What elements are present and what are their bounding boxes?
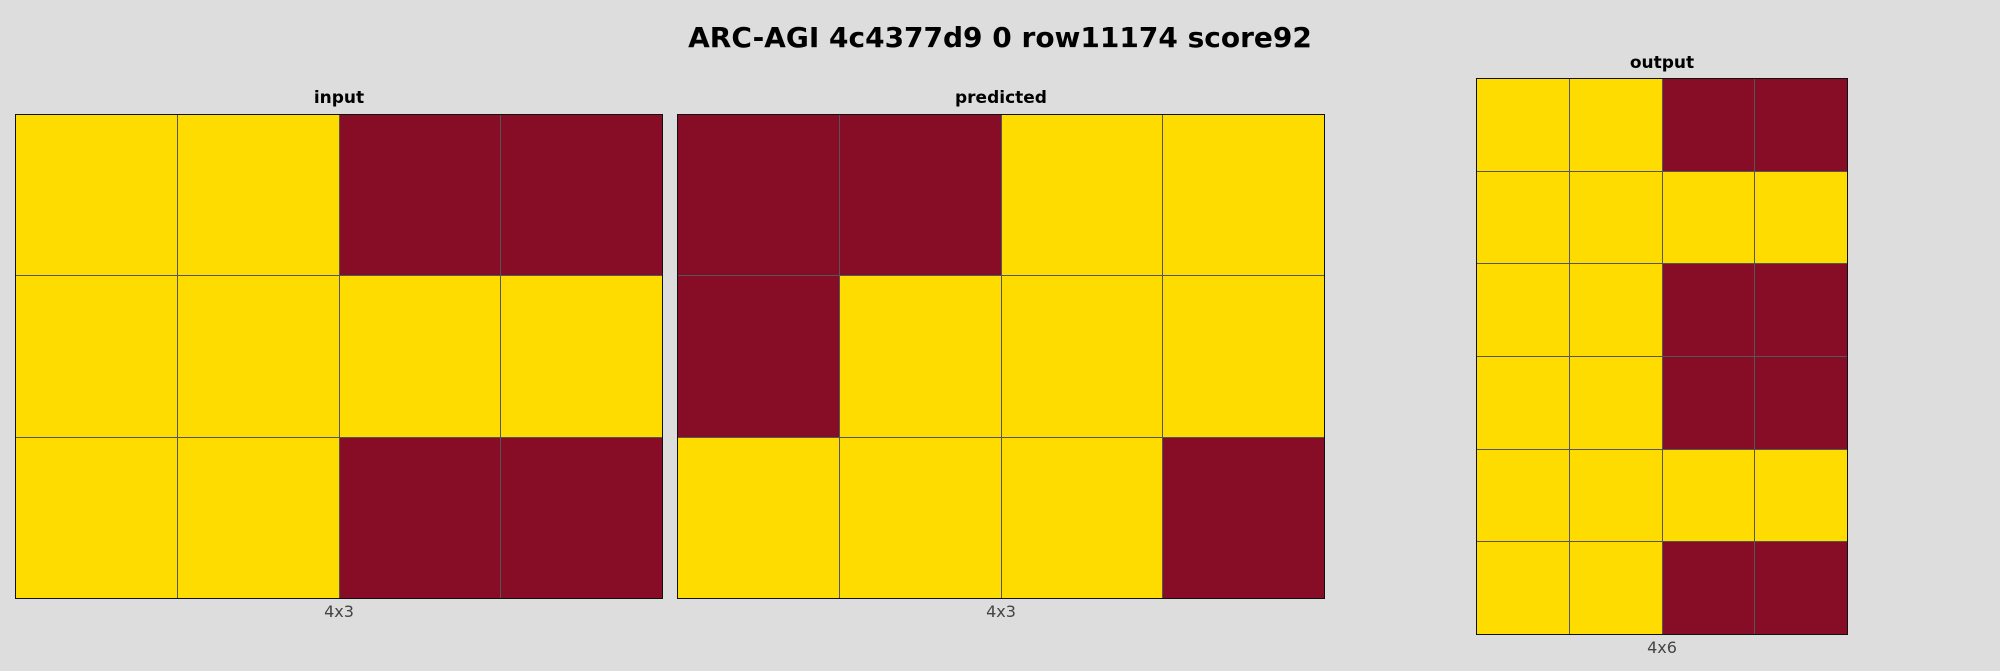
grid-cell xyxy=(339,437,501,598)
output-grid xyxy=(1476,78,1848,635)
grid-cell xyxy=(501,115,662,276)
input-grid-dimensions: 4x3 xyxy=(324,602,354,621)
output-panel-label: output xyxy=(1629,53,1695,73)
grid-cell xyxy=(1001,437,1163,598)
grid-cell xyxy=(339,276,501,437)
grid-cell xyxy=(1477,356,1569,449)
grid-cell xyxy=(501,437,662,598)
grid-cell xyxy=(1569,356,1662,449)
grid-cell xyxy=(177,437,339,598)
grid-cell xyxy=(1755,542,1847,634)
input-grid xyxy=(15,114,663,599)
grid-cell xyxy=(1569,171,1662,264)
grid-cell xyxy=(1163,115,1324,276)
grid-cell xyxy=(1755,356,1847,449)
grid-cell xyxy=(1163,437,1324,598)
grid-cell xyxy=(16,276,177,437)
grid-cell xyxy=(1755,79,1847,171)
grid-cell xyxy=(501,276,662,437)
page-title: ARC-AGI 4c4377d9 0 row11174 score92 xyxy=(688,21,1312,54)
grid-cell xyxy=(1163,276,1324,437)
grid-cell xyxy=(1477,449,1569,542)
grid-cell xyxy=(1755,449,1847,542)
predicted-grid xyxy=(677,114,1325,599)
grid-cell xyxy=(177,115,339,276)
grid-cell xyxy=(1477,264,1569,356)
grid-cell xyxy=(16,437,177,598)
grid-cell xyxy=(678,115,839,276)
grid-cell xyxy=(1755,171,1847,264)
grid-cell xyxy=(1477,79,1569,171)
grid-cell xyxy=(1477,171,1569,264)
grid-cell xyxy=(1662,264,1755,356)
grid-cell xyxy=(1569,264,1662,356)
grid-cell xyxy=(1662,171,1755,264)
grid-cell xyxy=(839,115,1001,276)
predicted-panel-label: predicted xyxy=(955,88,1047,108)
grid-cell xyxy=(1662,79,1755,171)
grid-cell xyxy=(839,437,1001,598)
grid-cell xyxy=(678,437,839,598)
grid-cell xyxy=(1001,276,1163,437)
grid-cell xyxy=(1662,542,1755,634)
grid-cell xyxy=(1662,449,1755,542)
grid-cell xyxy=(1569,542,1662,634)
output-grid-dimensions: 4x6 xyxy=(1647,638,1677,657)
grid-cell xyxy=(339,115,501,276)
predicted-grid-dimensions: 4x3 xyxy=(986,602,1016,621)
grid-cell xyxy=(678,276,839,437)
input-panel-label: input xyxy=(313,88,365,108)
grid-cell xyxy=(839,276,1001,437)
grid-cell xyxy=(16,115,177,276)
grid-cell xyxy=(1477,542,1569,634)
grid-cell xyxy=(1569,79,1662,171)
grid-cell xyxy=(1569,449,1662,542)
grid-cell xyxy=(1755,264,1847,356)
grid-cell xyxy=(177,276,339,437)
grid-cell xyxy=(1001,115,1163,276)
grid-cell xyxy=(1662,356,1755,449)
